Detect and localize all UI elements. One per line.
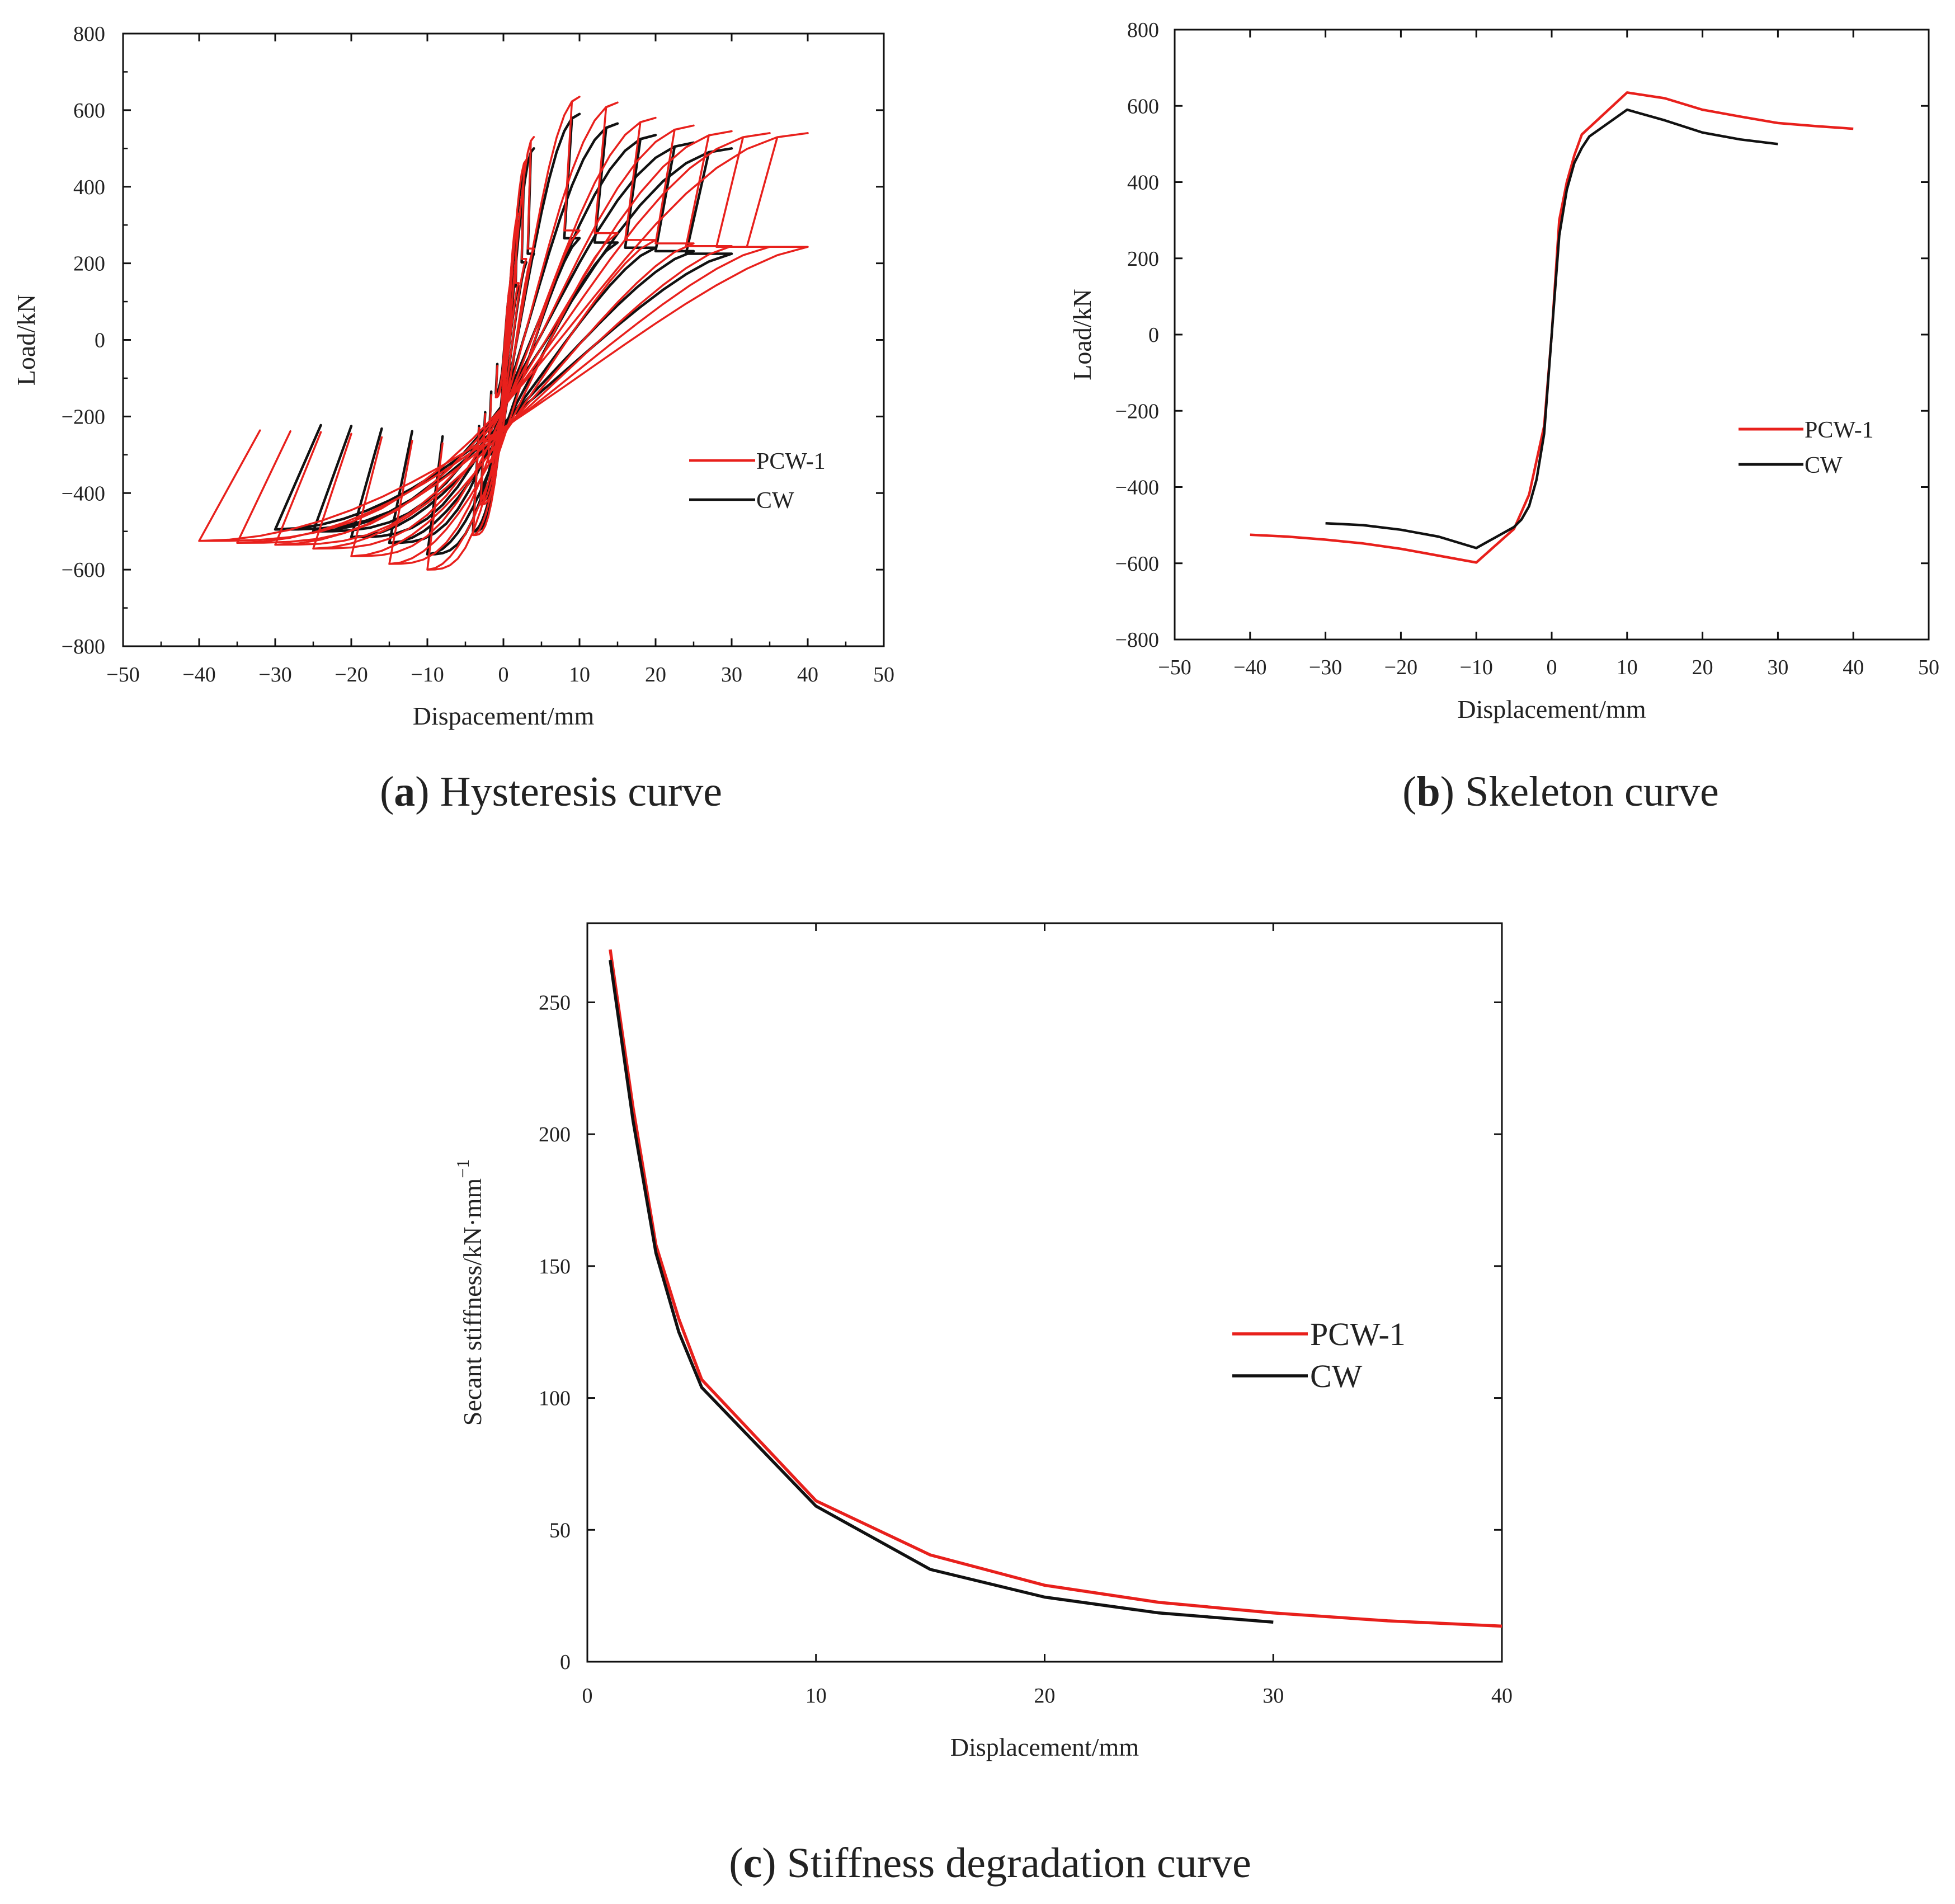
x-tick-label: −20 bbox=[1384, 656, 1417, 679]
legend-label-pcw-1: PCW-1 bbox=[1805, 417, 1874, 443]
stiffness-chart: 0 10 20 30 40 0 50 100 150 200 250 Displacement/mm S… bbox=[453, 922, 1513, 1761]
y-tick-label: 400 bbox=[1127, 171, 1159, 195]
x-tick-label: 0 bbox=[1547, 656, 1557, 679]
y-tick-label: 200 bbox=[1127, 247, 1159, 271]
x-axis-title: Displacement/mm bbox=[1457, 695, 1646, 723]
series-line-cw bbox=[1325, 108, 1778, 549]
plot-frame bbox=[122, 32, 885, 647]
x-tick-label: 40 bbox=[1843, 656, 1864, 679]
series-line-pcw-1 bbox=[609, 949, 1502, 1628]
legend: PCW-1 CW bbox=[689, 449, 826, 514]
y-tick-label: −400 bbox=[1115, 476, 1159, 500]
y-axis-title: Secant stiffness/kN·mm−1 bbox=[453, 1159, 487, 1426]
hysteresis-loop bbox=[388, 101, 619, 565]
y-tick-label: −200 bbox=[62, 405, 105, 429]
x-axis-title: Displacement/mm bbox=[950, 1733, 1139, 1761]
y-tick-label: 600 bbox=[73, 99, 105, 123]
y-tick-label: 800 bbox=[1127, 18, 1159, 42]
hysteresis-loop bbox=[350, 116, 657, 557]
x-tick-label: 30 bbox=[1767, 656, 1788, 679]
hysteresis-loop bbox=[236, 132, 771, 544]
hysteresis-loop bbox=[426, 112, 581, 556]
y-tick-label: −600 bbox=[1115, 552, 1159, 576]
x-tick-label: −20 bbox=[335, 663, 368, 687]
plot-frame bbox=[586, 922, 1503, 1663]
y-tick-label: 0 bbox=[95, 329, 105, 352]
y-tick-label: 150 bbox=[539, 1255, 571, 1278]
x-tick-label: 40 bbox=[1491, 1684, 1513, 1708]
y-tick-label: −200 bbox=[1115, 399, 1159, 423]
x-tick-label: −40 bbox=[1233, 656, 1266, 679]
legend-label-cw: CW bbox=[1805, 453, 1843, 478]
x-tick-label: 10 bbox=[1617, 656, 1638, 679]
hysteresis-loop bbox=[472, 136, 535, 537]
x-tick-label: −30 bbox=[258, 663, 291, 687]
y-tick-label: 0 bbox=[1148, 323, 1159, 347]
y-tick-label: 0 bbox=[560, 1651, 571, 1674]
x-tick-label: 10 bbox=[805, 1684, 827, 1708]
hysteresis-loop bbox=[350, 134, 657, 539]
hysteresis-chart: −50 −40 −30 −20 −10 0 10 20 30 40 50 −800 −600 −400 −2… bbox=[12, 22, 894, 730]
y-tick-label: −400 bbox=[62, 482, 105, 505]
skeleton-chart: −50 −40 −30 −20 −10 0 10 20 30 40 50 −800 −600 −400 −2… bbox=[1068, 18, 1939, 723]
hysteresis-loop bbox=[198, 132, 809, 542]
series-line-cw bbox=[609, 960, 1274, 1624]
y-tick-label: 200 bbox=[539, 1123, 571, 1146]
legend-label-cw: CW bbox=[756, 488, 794, 514]
x-tick-label: 50 bbox=[873, 663, 894, 687]
x-tick-label: −50 bbox=[106, 663, 139, 687]
y-tick-label: 200 bbox=[73, 252, 105, 276]
x-axis-title: Dispacement/mm bbox=[413, 702, 595, 730]
x-tick-label: 0 bbox=[582, 1684, 593, 1708]
y-tick-label: 50 bbox=[549, 1519, 571, 1542]
y-tick-label: 250 bbox=[539, 991, 571, 1014]
caption-hysteresis: (a) Hysteresis curve bbox=[380, 768, 722, 815]
y-tick-label: 600 bbox=[1127, 95, 1159, 118]
y-axis-title-superscript: −1 bbox=[453, 1159, 473, 1178]
x-tick-label: 0 bbox=[498, 663, 509, 687]
x-tick-label: 20 bbox=[645, 663, 666, 687]
x-tick-label: 50 bbox=[1918, 656, 1939, 679]
caption-stiffness: (c) Stiffness degradation curve bbox=[729, 1840, 1251, 1887]
legend-label-cw: CW bbox=[1310, 1358, 1363, 1394]
y-axis-title: Load/kN bbox=[1068, 289, 1096, 380]
legend-label-pcw-1: PCW-1 bbox=[756, 449, 826, 474]
hysteresis-loop bbox=[312, 124, 695, 550]
hysteresis-loop bbox=[426, 96, 581, 571]
x-tick-label: 30 bbox=[721, 663, 742, 687]
series-cw bbox=[274, 112, 733, 556]
y-axis-title: Load/kN bbox=[12, 294, 40, 386]
x-tick-label: 30 bbox=[1262, 1684, 1284, 1708]
caption-skeleton: (b) Skeleton curve bbox=[1402, 768, 1719, 815]
x-tick-label: −10 bbox=[411, 663, 444, 687]
y-tick-label: 400 bbox=[73, 176, 105, 199]
y-tick-label: −600 bbox=[62, 558, 105, 582]
legend: PCW-1 CW bbox=[1232, 1316, 1406, 1394]
y-tick-label: −800 bbox=[62, 635, 105, 659]
y-tick-label: 800 bbox=[73, 22, 105, 46]
x-tick-label: 20 bbox=[1692, 656, 1713, 679]
x-tick-label: 20 bbox=[1034, 1684, 1056, 1708]
series-pcw-1 bbox=[198, 96, 809, 571]
legend-label-pcw-1: PCW-1 bbox=[1310, 1316, 1406, 1352]
x-tick-label: −50 bbox=[1158, 656, 1191, 679]
x-tick-label: 40 bbox=[797, 663, 818, 687]
y-tick-label: 100 bbox=[539, 1387, 571, 1411]
x-tick-label: 10 bbox=[569, 663, 590, 687]
x-tick-label: −10 bbox=[1459, 656, 1492, 679]
x-tick-label: −40 bbox=[182, 663, 215, 687]
legend: PCW-1 CW bbox=[1739, 417, 1874, 478]
y-tick-label: −800 bbox=[1115, 628, 1159, 652]
x-tick-label: −30 bbox=[1309, 656, 1342, 679]
